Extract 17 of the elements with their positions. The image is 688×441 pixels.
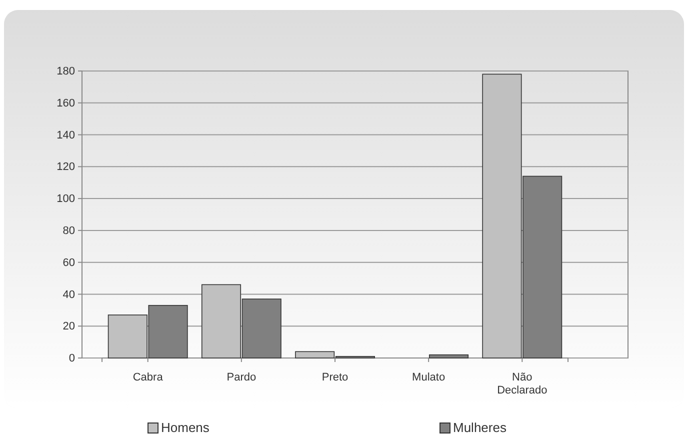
x-tick-label: Mulato xyxy=(412,371,446,384)
y-tick-label: 60 xyxy=(62,256,75,269)
y-tick-label: 160 xyxy=(56,97,75,110)
y-tick-label: 120 xyxy=(56,161,75,174)
y-tick-label: 100 xyxy=(56,193,75,206)
x-tick-label: Cabra xyxy=(132,371,164,384)
legend-label: Homens xyxy=(161,420,210,435)
y-tick-label: 180 xyxy=(56,66,75,78)
y-tick-label: 40 xyxy=(62,288,75,301)
x-tick-label: Não Declarado xyxy=(497,371,548,397)
x-tick-label: Preto xyxy=(322,371,348,384)
y-tick-label: 80 xyxy=(62,224,75,237)
y-tick-label: 20 xyxy=(62,320,75,333)
legend-label: Mulheres xyxy=(453,420,507,435)
y-tick-label: 0 xyxy=(68,352,75,365)
x-tick-label: Pardo xyxy=(226,371,256,384)
y-tick-label: 140 xyxy=(56,129,75,142)
